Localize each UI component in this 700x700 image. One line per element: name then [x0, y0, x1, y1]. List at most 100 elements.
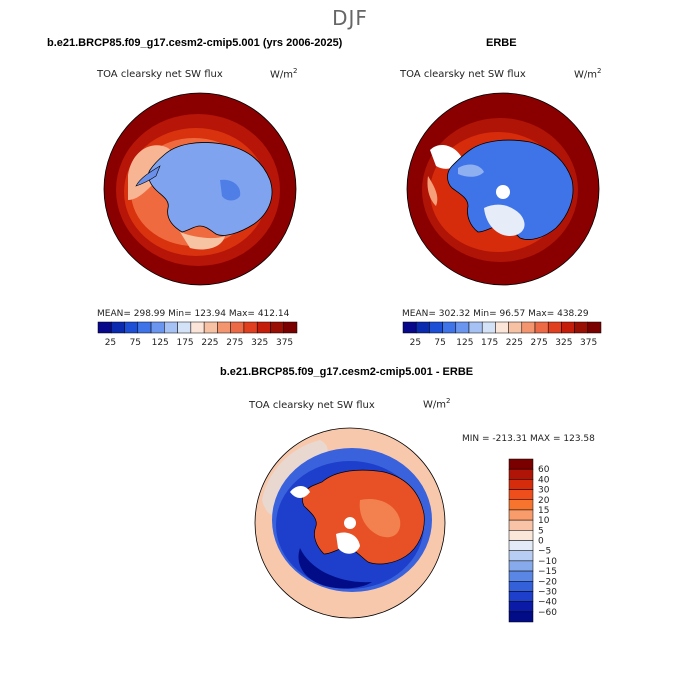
panel2-colorbar-tick-label: 175 [481, 338, 498, 348]
panel3-colorbar-cell [508, 601, 534, 613]
panel3-variable: TOA clearsky net SW flux [249, 400, 375, 411]
panel3-ice-ring-deep [298, 548, 372, 589]
panel3-colorbar-tick-label: −20 [538, 577, 557, 587]
panel2-colorbar-cell [508, 321, 523, 334]
panel2-colorbar-tick-label: 125 [456, 338, 473, 348]
panel2-colorbar-cell [455, 321, 470, 334]
panel2-colorbar-cell [415, 321, 430, 334]
panel3-colorbar-cell [508, 570, 534, 582]
panel1-antarctica-low [220, 179, 241, 201]
panel1-map-border [103, 92, 297, 286]
panel1-ross-ice [180, 232, 225, 250]
panel2-colorbar-cell [587, 321, 602, 334]
panel1-variable: TOA clearsky net SW flux [97, 69, 223, 80]
panel2-colorbar-tick-label: 225 [506, 338, 523, 348]
panel2-stats: MEAN= 302.32 Min= 96.57 Max= 438.29 [402, 309, 589, 319]
panel3-colorbar-tick-label: −5 [538, 547, 551, 557]
panel3-colorbar-cell [508, 489, 534, 500]
panel1-peninsula [135, 165, 161, 187]
panel3-colorbar-cell [508, 519, 534, 531]
panel3-stats: MIN = -213.31 MAX = 123.58 [462, 434, 595, 444]
panel1-colorbar-cell [243, 321, 258, 334]
panel2-colorbar-cell [429, 321, 443, 334]
panel2-colorbar-cell [534, 321, 549, 334]
panel3-antarctica-plateau [359, 498, 401, 538]
panel3-colorbar-tick-label: 0 [538, 537, 544, 547]
panel2-colorbar: 25 75 125 175 225 275 325 375 [402, 321, 602, 348]
panel3-colorbar-cell [508, 499, 534, 511]
panel1-colorbar-cell [283, 321, 298, 334]
panel3-colorbar-cell [508, 550, 534, 562]
panel2-peninsula [458, 164, 484, 177]
panel3-colorbar-cell [508, 581, 534, 592]
panel3-colorbar-tick-label: 40 [538, 475, 550, 485]
panel1-colorbar-cell [217, 321, 231, 334]
panel2-colorbar-cell [521, 321, 536, 334]
panel2-ross-shelf [484, 204, 525, 236]
panel2-title: ERBE [486, 37, 517, 49]
panel1-colorbar-cell [177, 321, 192, 334]
panel1-colorbar-tick-label: 275 [226, 338, 243, 348]
panel1-units: W/m2 [270, 67, 298, 81]
panel1-colorbar-tick-label: 325 [251, 338, 268, 348]
panel2-colorbar-cell [402, 321, 417, 334]
panel2-units: W/m2 [574, 67, 602, 81]
panel3-colorbar-tick-label: 15 [538, 506, 549, 516]
panel2-colorbar-cell [547, 321, 562, 334]
panel1-colorbar-cell [230, 321, 245, 334]
panel1-colorbar-cell [111, 321, 125, 334]
panel1-colorbar-tick-label: 175 [176, 338, 193, 348]
panel2-map [407, 93, 599, 285]
panel3-colorbar-tick-label: −40 [538, 598, 557, 608]
panel1-colorbar-cell [164, 321, 178, 334]
panel1-colorbar-cell [270, 321, 284, 334]
panel3-map [255, 428, 445, 618]
panel1-colorbar-cell [203, 321, 218, 334]
panel1-colorbar-cell [137, 321, 152, 334]
panel3-colorbar-tick-label: −10 [538, 557, 557, 567]
panel1-title: b.e21.BRCP85.f09_g17.cesm2-cmip5.001 (yr… [47, 37, 343, 49]
panel2-colorbar-cell [574, 321, 589, 334]
panel1-stats: MEAN= 298.99 Min= 123.94 Max= 412.14 [97, 309, 290, 319]
panel3-units: W/m2 [423, 397, 451, 411]
panel3-colorbar-tick-label: 5 [538, 526, 544, 536]
panel2-colorbar-tick-label: 25 [410, 338, 421, 348]
panel1-colorbar-tick-label: 25 [105, 338, 116, 348]
panel1-colorbar-cell [97, 321, 112, 334]
panel3-colorbar-cell [508, 458, 534, 470]
panel3-colorbar-tick-label: −60 [538, 608, 557, 618]
panel2-pole-hole [496, 185, 510, 199]
panel1-map [104, 93, 296, 285]
panel1-colorbar-cell [124, 321, 139, 334]
panel3-colorbar-tick-label: 60 [538, 465, 550, 475]
panel1-colorbar-tick-label: 75 [130, 338, 141, 348]
panel1-colorbar-tick-label: 225 [201, 338, 218, 348]
panel1-colorbar-cell [150, 321, 165, 334]
panel2-colorbar-cell [468, 321, 483, 334]
panel2-colorbar-cell [442, 321, 457, 334]
panel2-ice-edge [427, 176, 438, 206]
figure-season-title: DJF [332, 6, 368, 30]
panel3-colorbar-cell [508, 540, 534, 551]
panel3-colorbar-tick-label: 30 [538, 486, 550, 496]
panel3-missing-data-weddell [290, 486, 310, 498]
panel3-colorbar-tick-label: 10 [538, 516, 550, 526]
panel3-pole-hole [344, 517, 356, 529]
panel1-colorbar-tick-label: 375 [276, 338, 293, 348]
panel2-variable: TOA clearsky net SW flux [400, 69, 526, 80]
panel3-colorbar-cell [508, 560, 534, 572]
panel2-colorbar-cell [495, 321, 509, 334]
panel3-colorbar-cell [508, 530, 534, 541]
panel3-colorbar-tick-label: −30 [538, 587, 557, 597]
panel1-colorbar-cell [190, 321, 205, 334]
panel2-colorbar-tick-label: 325 [555, 338, 572, 348]
panel3-colorbar-tick-label: 20 [538, 496, 550, 506]
panel2-map-border [406, 92, 600, 286]
panel2-colorbar-tick-label: 375 [580, 338, 597, 348]
panel1-colorbar: 25 75 125 175 225 275 325 375 [97, 321, 298, 348]
panel3-missing-data-ross [336, 532, 360, 554]
panel2-missing-data-weddell [430, 144, 462, 169]
panel3-title: b.e21.BRCP85.f09_g17.cesm2-cmip5.001 - E… [220, 366, 474, 378]
